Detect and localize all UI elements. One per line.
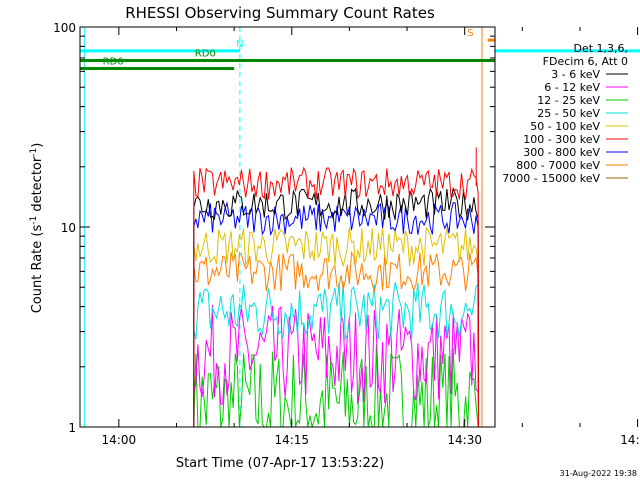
- legend-label: 6 - 12 keV: [544, 81, 600, 94]
- legend-label: 7000 - 15000 keV: [502, 172, 600, 185]
- y-tick-label: 100: [53, 21, 76, 35]
- legend-label: 12 - 25 keV: [537, 94, 600, 107]
- series-line: [193, 201, 479, 428]
- y-axis-label-tail: detector: [30, 156, 45, 216]
- axes: 14:0014:1514:3014:4515:0015:1515:3011010…: [53, 21, 640, 447]
- x-axis-label: Start Time (07-Apr-17 13:53:22): [176, 456, 384, 471]
- legend-label: 50 - 100 keV: [530, 120, 600, 133]
- series-line: [193, 344, 479, 428]
- plot-marks: [83, 27, 483, 428]
- legend-label: 300 - 800 keV: [523, 146, 600, 159]
- x-tick-label: 14:30: [447, 433, 482, 447]
- x-tick-label: 14:45: [620, 433, 640, 447]
- chart-title: RHESSI Observing Summary Count Rates: [125, 4, 435, 22]
- y-axis-label-main: Count Rate (s: [30, 225, 45, 314]
- series-line: [193, 251, 479, 428]
- series-line: [193, 226, 479, 428]
- x-tick-label: 14:00: [102, 433, 137, 447]
- series-line: [193, 186, 479, 428]
- legend-label: 800 - 7000 keV: [516, 159, 600, 172]
- timestamp: 31-Aug-2022 19:38: [560, 469, 637, 478]
- series-line: [193, 166, 479, 428]
- flag-label: N: [236, 39, 243, 50]
- y-axis-label-sup2: -1: [29, 148, 39, 157]
- flag-label: RD6: [103, 57, 124, 68]
- legend-label: 100 - 300 keV: [523, 133, 600, 146]
- y-axis-label-end: ): [30, 143, 45, 148]
- x-tick-label: 14:15: [274, 433, 309, 447]
- y-tick-label: 1: [68, 421, 76, 435]
- y-axis-label: Count Rate (s-1 detector-1): [29, 143, 45, 314]
- series-line: [193, 281, 479, 428]
- y-axis-label-sup: -1: [29, 216, 39, 225]
- flag-label: RD0: [195, 48, 216, 59]
- flag-bars: N S RD0 RD6: [80, 28, 640, 71]
- legend-header-line-2: FDecim 6, Att 0: [543, 55, 628, 68]
- legend-header-line-1: Det 1,3,6,: [573, 42, 628, 55]
- legend-label: 25 - 50 keV: [537, 107, 600, 120]
- legend-label: 3 - 6 keV: [551, 68, 600, 81]
- y-tick-label: 10: [61, 221, 76, 235]
- flag-label: S: [467, 28, 473, 39]
